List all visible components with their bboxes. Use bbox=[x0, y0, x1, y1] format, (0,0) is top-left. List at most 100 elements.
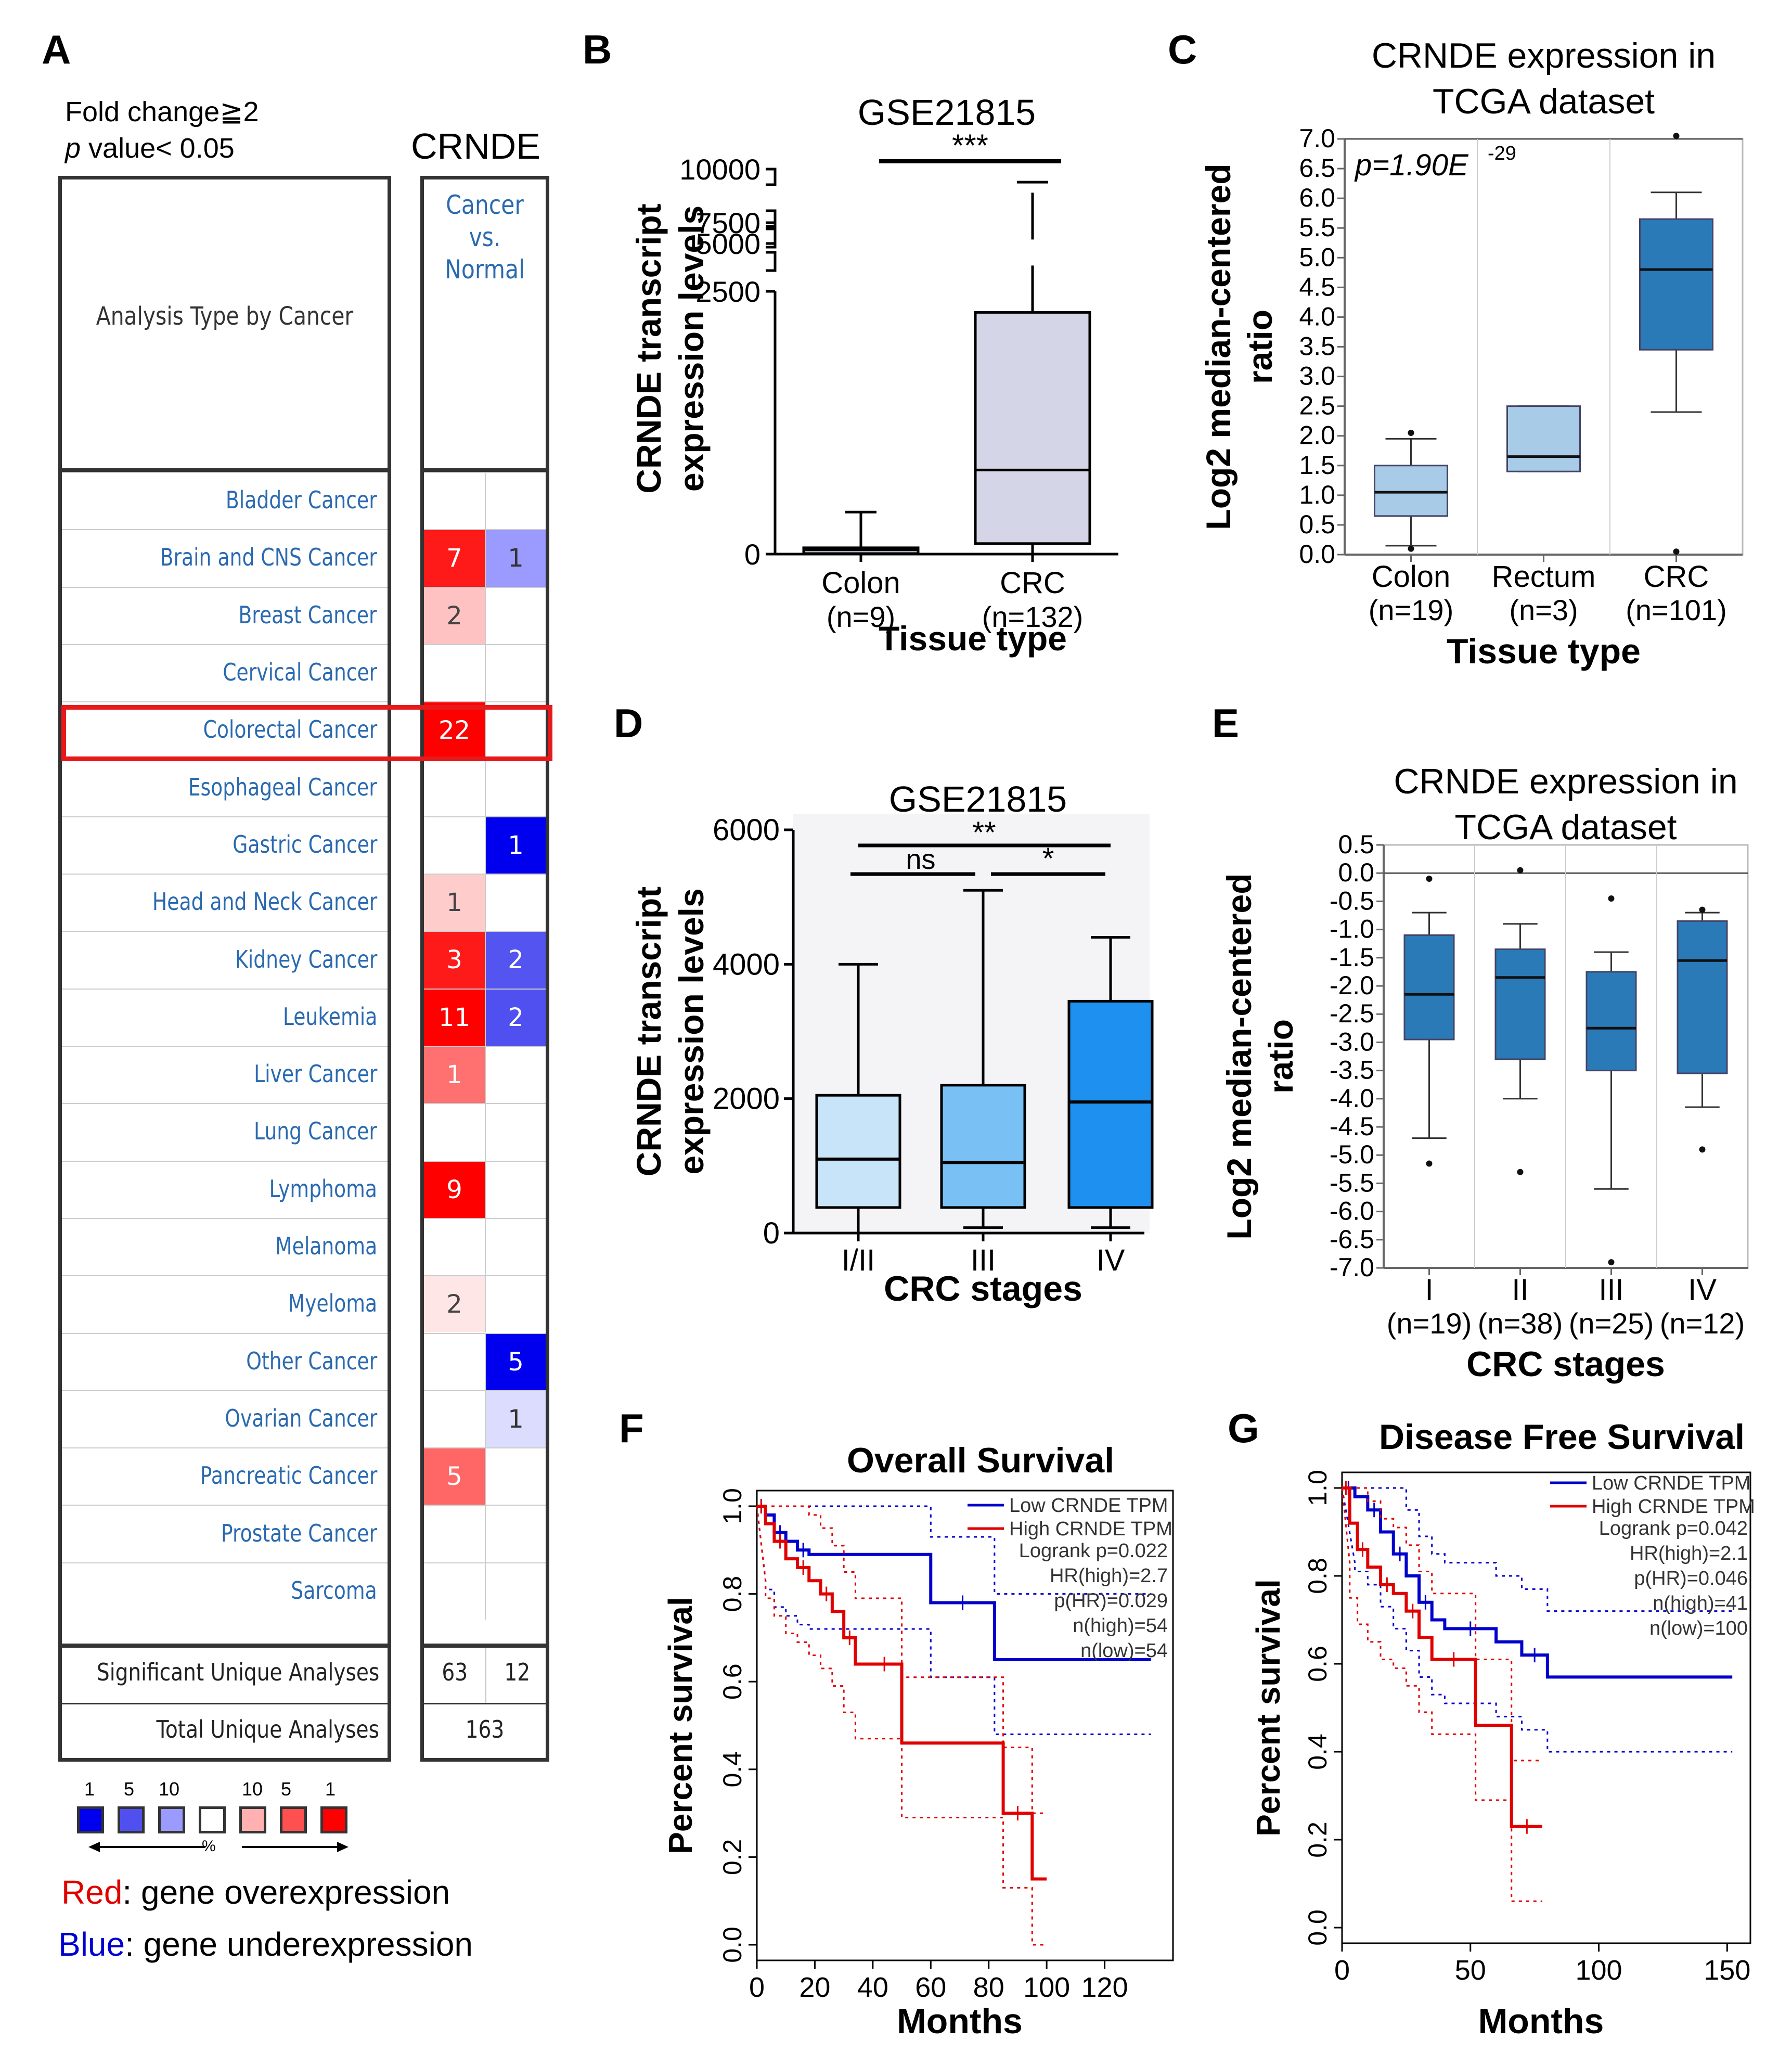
cancer-row-leukemia: Leukemia bbox=[62, 988, 388, 1046]
chart-c-title-2: TCGA dataset bbox=[1433, 82, 1655, 121]
cancer-name-liver-cancer: Liver Cancer bbox=[253, 1060, 377, 1088]
chart-b-title: GSE21815 bbox=[858, 92, 1036, 133]
chart-f-frame bbox=[756, 1490, 1174, 1961]
legend-red-text: : gene overexpression bbox=[122, 1874, 450, 1911]
scale-box-1 bbox=[118, 1806, 145, 1833]
criteria-fold-change: Fold change≧2 bbox=[65, 96, 259, 127]
chart-e-outlier-high-iv bbox=[1699, 906, 1706, 913]
chart-e-iqr-iv bbox=[1677, 920, 1728, 1074]
underexpression-cell-breast-cancer bbox=[485, 587, 546, 644]
chart-f-series-high-crnde-tpm bbox=[757, 1505, 1047, 1881]
scale-number-2: 10 bbox=[159, 1778, 180, 1800]
cancer-row-esophageal-cancer: Esophageal Cancer bbox=[62, 759, 388, 816]
overexpression-cell-colorectal-cancer: 22 bbox=[424, 702, 485, 759]
chart-c-ytick-label-3-5: 3.5 bbox=[1299, 332, 1335, 361]
chart-c-xtick-label-rectum: Rectum bbox=[1492, 560, 1596, 594]
analysis-count-list: 7 1 2 22 1 1 3 2 11 2 1 9 2 5 1 5 bbox=[420, 468, 549, 1647]
chart-f-xtick-label-20: 20 bbox=[799, 1972, 830, 2003]
chart-e-ytick-label-5-5: -5.5 bbox=[1330, 1168, 1374, 1197]
value-row-sarcoma bbox=[424, 1562, 546, 1620]
underexpression-cell-other-cancer: 5 bbox=[485, 1333, 546, 1390]
value-row-leukemia: 11 2 bbox=[424, 988, 546, 1046]
chart-f-xtick-label-60: 60 bbox=[915, 1972, 946, 2003]
chart-f-title: Overall Survival bbox=[847, 1441, 1114, 1480]
cancer-row-colorectal-cancer: Colorectal Cancer bbox=[62, 701, 388, 759]
chart-g-stat-0: Logrank p=0.042 bbox=[1599, 1518, 1748, 1539]
chart-e-iqr-iii bbox=[1585, 971, 1637, 1072]
chart-c-xtick-label-crc: CRC bbox=[1644, 560, 1709, 594]
cancer-row-cervical-cancer: Cervical Cancer bbox=[62, 644, 388, 701]
chart-g-ytick-label-0-6: 0.6 bbox=[1303, 1646, 1332, 1682]
overexpression-cell-lymphoma: 9 bbox=[424, 1161, 485, 1218]
chart-c-outlier-high-colon bbox=[1408, 430, 1414, 437]
panel-label-f: F bbox=[619, 1405, 644, 1451]
summary-value-divider bbox=[424, 1703, 546, 1704]
chart-c-ytick-label-5-5: 5.5 bbox=[1299, 213, 1335, 242]
chart-b-axis-break-3 bbox=[766, 251, 777, 272]
chart-b-ytick-label-2500: 2500 bbox=[695, 275, 760, 308]
cancer-name-kidney-cancer: Kidney Cancer bbox=[235, 945, 377, 973]
chart-d-iqr-iv bbox=[1067, 999, 1154, 1209]
total-analyses-count: 163 bbox=[465, 1715, 505, 1743]
chart-b-n-label-crc: (n=132) bbox=[982, 600, 1084, 633]
chart-g-ytick-label-group-1-0: 1.0 bbox=[1303, 1470, 1332, 1506]
chart-d-xlabel: CRC stages bbox=[884, 1269, 1082, 1308]
gene-name: CRNDE bbox=[411, 126, 540, 166]
chart-f-stat-2: p(HR)=0.029 bbox=[1054, 1590, 1168, 1612]
chart-d-ytick-label-0: 0 bbox=[763, 1216, 780, 1250]
chart-f: Overall Survival Percent survival 0.0 0.2 0.… bbox=[662, 1441, 1174, 2041]
chart-b-axis-break-2 bbox=[766, 227, 777, 249]
chart-g-ylabel-group: Percent survival bbox=[1249, 1579, 1287, 1837]
chart-e-outlier-high-iii bbox=[1608, 895, 1615, 902]
cancer-name-sarcoma: Sarcoma bbox=[291, 1576, 377, 1605]
chart-g-xtick-label-0: 0 bbox=[1334, 1955, 1350, 1986]
cancer-row-kidney-cancer: Kidney Cancer bbox=[62, 931, 388, 988]
chart-f-ytick-label-group-0-4: 0.4 bbox=[718, 1751, 747, 1788]
significant-over-count: 63 bbox=[442, 1658, 468, 1686]
chart-e-n-label-iii: (n=25) bbox=[1569, 1307, 1654, 1340]
chart-g-series-low-crnde-tpm bbox=[1342, 1486, 1733, 1679]
chart-f-xtick-label-100: 100 bbox=[1023, 1972, 1070, 2003]
cancer-name-other-cancer: Other Cancer bbox=[246, 1346, 377, 1375]
chart-e-outlier-low-ii bbox=[1517, 1169, 1524, 1175]
chart-b-box-colon bbox=[802, 510, 920, 555]
scale-number-0: 1 bbox=[84, 1778, 95, 1800]
chart-g-ci-upper-1 bbox=[1342, 1487, 1542, 1762]
chart-c-ytick-label-1-0: 1.0 bbox=[1299, 480, 1335, 509]
chart-f-xlabel: Months bbox=[897, 2001, 1023, 2041]
cancer-vs-normal-header-box: Cancer vs. Normal bbox=[420, 176, 549, 472]
overexpression-cell-leukemia: 11 bbox=[424, 989, 485, 1046]
chart-b-ytick-label-5000: 5000 bbox=[695, 227, 760, 260]
underexpression-cell-lung-cancer bbox=[485, 1104, 546, 1161]
cancer-type-list: Bladder Cancer Brain and CNS Cancer Breast… bbox=[58, 468, 391, 1647]
cancer-row-bladder-cancer: Bladder Cancer bbox=[62, 472, 388, 529]
value-row-breast-cancer: 2 bbox=[424, 586, 546, 644]
cancer-row-gastric-cancer: Gastric Cancer bbox=[62, 816, 388, 874]
chart-g-legend-label-0: Low CRNDE TPM bbox=[1592, 1472, 1750, 1494]
panel-label-e: E bbox=[1212, 700, 1240, 746]
chart-f-ci-upper-1 bbox=[757, 1505, 1047, 1814]
chart-c-pvalue: p=1.90E bbox=[1354, 148, 1469, 182]
chart-b: GSE21815 CRNDE transcript expression level… bbox=[629, 92, 1118, 658]
chart-c-ytick-label-4-5: 4.5 bbox=[1299, 272, 1335, 301]
overexpression-cell-myeloma: 2 bbox=[424, 1276, 485, 1333]
panel-a-oncomine-summary: A Fold change≧2 p value< 0.05 CRNDE Anal… bbox=[0, 0, 583, 2053]
chart-f-ytick-label-group-0-0: 0.0 bbox=[718, 1927, 747, 1963]
chart-g: Disease Free Survival Percent survival 0.0… bbox=[1249, 1417, 1755, 2041]
chart-b-xtick-label-colon: Colon bbox=[821, 566, 900, 600]
overexpression-cell-head-and-neck-cancer: 1 bbox=[424, 875, 485, 931]
chart-g-ytick-label-1-0: 1.0 bbox=[1303, 1470, 1332, 1506]
underexpression-cell-head-and-neck-cancer bbox=[485, 875, 546, 931]
chart-c-xtick-label-colon: Colon bbox=[1372, 560, 1451, 594]
panel-label-d: D bbox=[614, 700, 643, 746]
chart-f-ytick-label-group-0-6: 0.6 bbox=[718, 1663, 747, 1700]
cancer-row-lung-cancer: Lung Cancer bbox=[62, 1103, 388, 1160]
legend-blue: Blue: gene underexpression bbox=[58, 1925, 473, 1964]
value-row-ovarian-cancer: 1 bbox=[424, 1390, 546, 1448]
chart-e-iqr-ii bbox=[1494, 948, 1546, 1060]
chart-c-ytick-label-6-0: 6.0 bbox=[1299, 183, 1335, 212]
underexpression-cell-colorectal-cancer bbox=[485, 702, 546, 759]
chart-f-ytick-label-1-0: 1.0 bbox=[718, 1488, 747, 1524]
cancer-row-head-and-neck-cancer: Head and Neck Cancer bbox=[62, 874, 388, 931]
underexpression-cell-liver-cancer bbox=[485, 1047, 546, 1104]
